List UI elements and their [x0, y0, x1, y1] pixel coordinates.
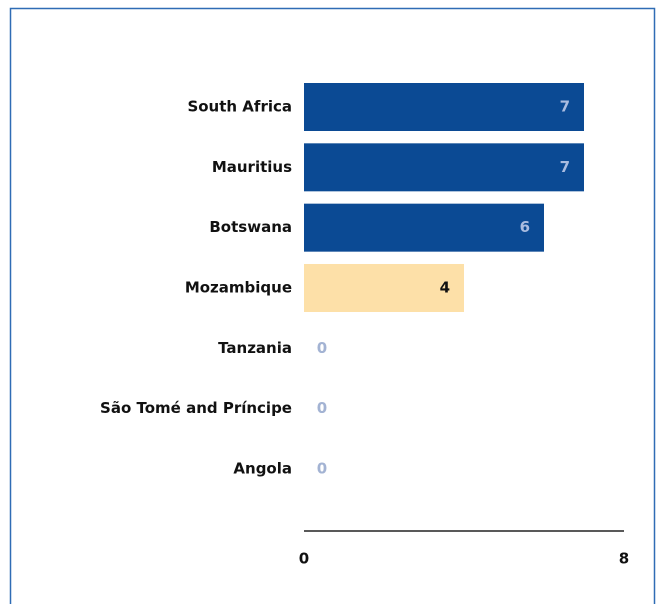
bar	[304, 263, 464, 312]
y-tick-label: South Africa	[187, 98, 292, 116]
y-tick-label: Mauritius	[212, 158, 292, 176]
x-tick-label: 8	[619, 550, 629, 568]
value-label: 0	[317, 399, 327, 417]
value-label: 0	[317, 459, 327, 477]
y-tick-label: Botswana	[209, 218, 292, 236]
y-tick-label: Tanzania	[218, 339, 292, 357]
bar	[304, 143, 584, 192]
value-label: 7	[560, 98, 570, 116]
value-label: 0	[317, 339, 327, 357]
x-tick-label: 0	[299, 550, 309, 568]
value-label: 7	[560, 158, 570, 176]
value-label: 4	[440, 278, 450, 296]
bar	[304, 203, 544, 252]
y-tick-label: Angola	[233, 459, 292, 477]
y-tick-label: Mozambique	[185, 278, 292, 296]
bar	[304, 83, 584, 131]
y-tick-label: São Tomé and Príncipe	[100, 399, 292, 417]
value-label: 6	[520, 218, 530, 236]
